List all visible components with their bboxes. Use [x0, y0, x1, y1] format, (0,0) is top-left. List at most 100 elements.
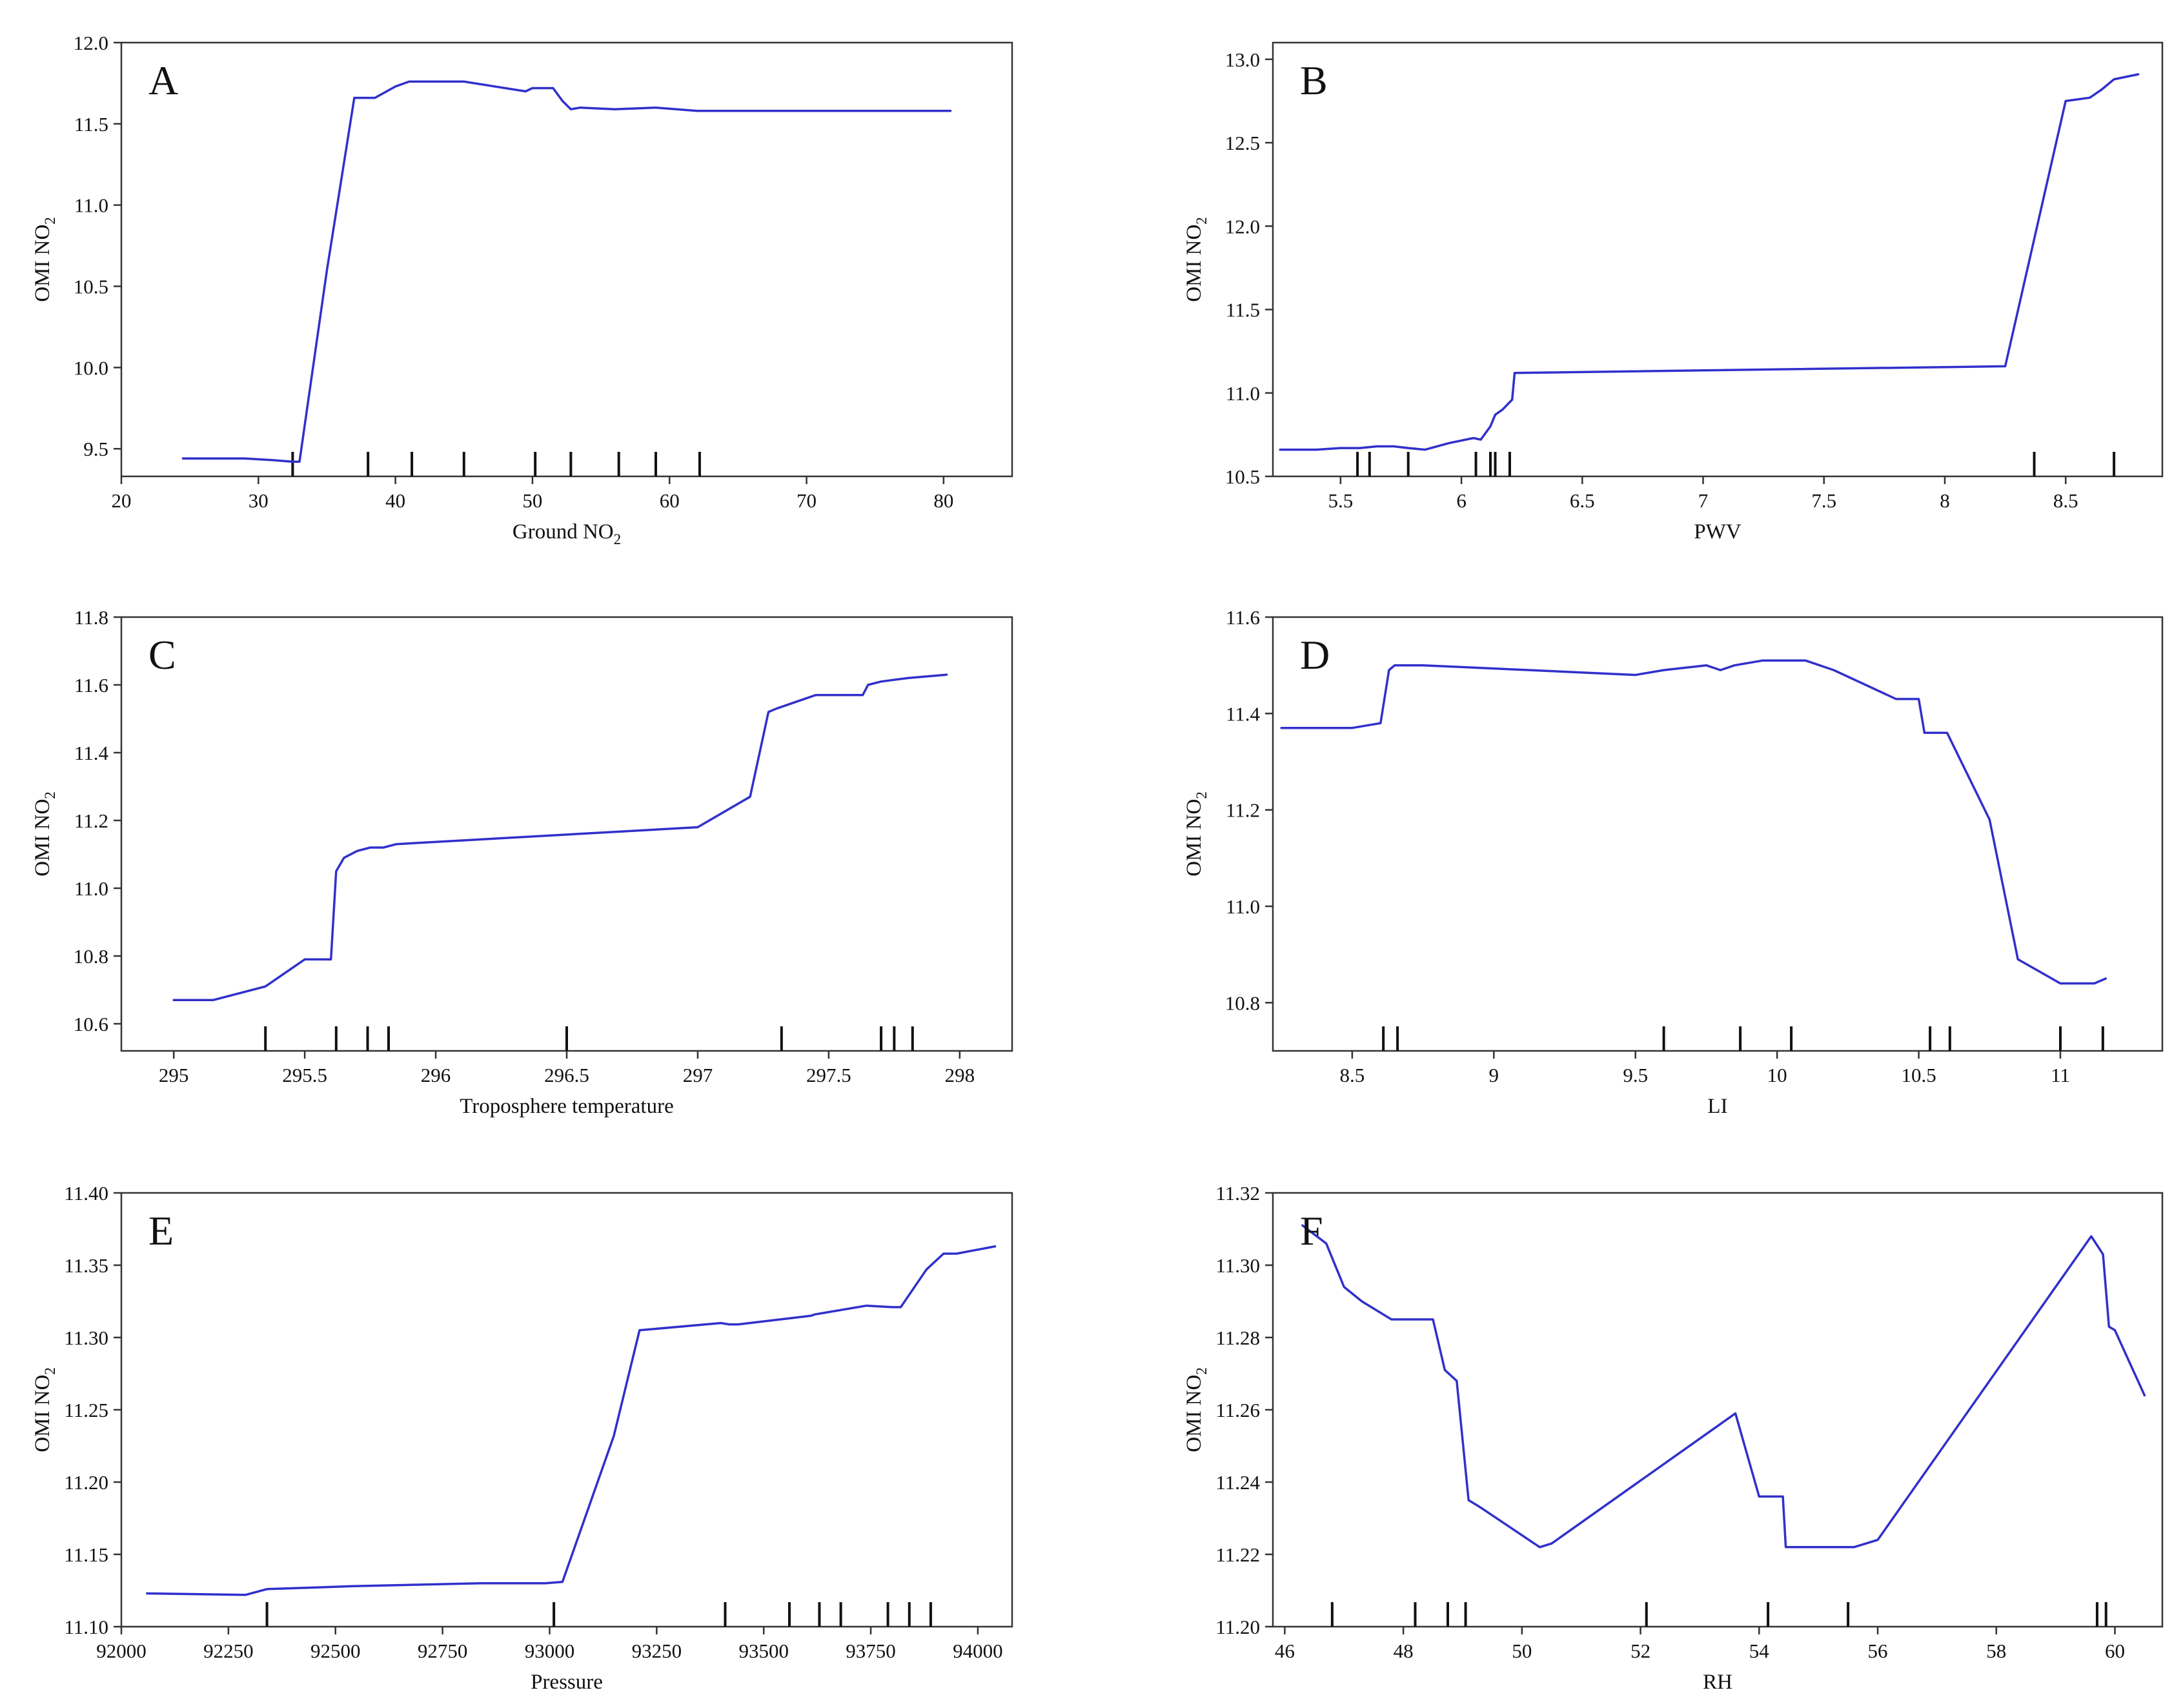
- x-tick-label: 7.5: [1811, 489, 1836, 512]
- y-tick-label: 11.8: [74, 606, 108, 629]
- y-tick-label: 12.0: [74, 32, 108, 54]
- x-tick-label: 8: [1940, 489, 1950, 512]
- x-tick-label: 60: [660, 489, 680, 512]
- y-tick-label: 10.8: [1225, 991, 1260, 1014]
- x-tick-label: 295.5: [282, 1064, 327, 1086]
- x-tick-label: 54: [1749, 1640, 1770, 1662]
- y-tick-label: 13.0: [1225, 48, 1260, 71]
- panel-b: 5.5 6 6.5 7 7.5 8 8.5 10.5 11.0 11.5 12.0 12.5 13.0 B…: [1183, 41, 2164, 544]
- x-tick-label: 6: [1456, 489, 1467, 512]
- y-tick-label: 11.2: [1226, 799, 1260, 822]
- x-tick-label: 20: [112, 489, 132, 512]
- x-tick-label: 30: [249, 489, 269, 512]
- series-line-d: [1280, 659, 2107, 985]
- x-tick-label: 9: [1489, 1064, 1499, 1086]
- x-axis-label: PWV: [1694, 520, 1741, 544]
- y-tick-label: 11.26: [1215, 1399, 1260, 1421]
- series-line-a: [181, 80, 952, 463]
- panel-letter: C: [148, 632, 176, 678]
- x-tick-label: 93000: [525, 1640, 575, 1662]
- y-tick-label: 11.25: [64, 1399, 108, 1421]
- y-tick-label: 11.22: [1215, 1543, 1260, 1566]
- y-tick-label: 11.32: [1215, 1182, 1260, 1205]
- panel-a: 20 30 40 50 60 70 80 9.5 10.0 10.5 11.0 11.5 12.0 A Gr…: [31, 32, 1013, 547]
- y-tick-label: 11.40: [64, 1182, 108, 1205]
- panel-letter: B: [1300, 57, 1328, 103]
- x-tick-label: 60: [2105, 1640, 2125, 1662]
- y-tick-label: 10.8: [74, 945, 108, 968]
- x-tick-label: 93500: [738, 1640, 789, 1662]
- x-tick-label: 296: [421, 1064, 451, 1086]
- panel-c: 295 295.5 296 296.5 297 297.5 298 10.6 10.8 11.0 1…: [31, 606, 1013, 1118]
- y-tick-label: 11.4: [74, 742, 109, 764]
- y-tick-label: 10.6: [74, 1013, 108, 1035]
- y-tick-label: 11.30: [64, 1327, 108, 1349]
- y-tick-label: 10.0: [74, 356, 108, 379]
- x-tick-label: 296.5: [544, 1064, 589, 1086]
- x-tick-label: 56: [1868, 1640, 1888, 1662]
- x-tick-label: 92000: [96, 1640, 147, 1662]
- x-tick-label: 50: [1512, 1640, 1532, 1662]
- plot-frame: [120, 41, 1013, 478]
- y-tick-label: 9.5: [83, 438, 108, 460]
- x-tick-label: 58: [1986, 1640, 2006, 1662]
- y-tick-label: 11.15: [64, 1543, 108, 1566]
- y-tick-label: 11.5: [74, 113, 108, 136]
- x-tick-label: 9.5: [1623, 1064, 1648, 1086]
- y-tick-label: 10.5: [1225, 465, 1260, 488]
- y-tick-label: 12.0: [1225, 215, 1260, 238]
- y-tick-label: 11.0: [1226, 382, 1260, 405]
- y-axis-label: OMI NO2: [1183, 791, 1210, 877]
- y-tick-label: 11.35: [64, 1254, 108, 1277]
- x-tick-label: 92750: [418, 1640, 468, 1662]
- x-tick-label: 6.5: [1570, 489, 1595, 512]
- panel-e: 92000 92250 92500 92750 93000 93250 93500 93750…: [31, 1182, 1013, 1694]
- y-tick-label: 11.5: [1226, 299, 1260, 321]
- x-axis-label: Ground NO2: [513, 520, 621, 547]
- plot-frame: [1272, 616, 2164, 1052]
- panel-f: 46 48 50 52 54 56 58 60 11.20 11.22 11.24 11.26 11.2…: [1183, 1182, 2164, 1694]
- panel-letter: F: [1300, 1208, 1323, 1254]
- y-tick-label: 11.0: [74, 194, 108, 217]
- x-tick-label: 93250: [632, 1640, 682, 1662]
- x-tick-label: 70: [797, 489, 817, 512]
- x-tick-label: 7: [1698, 489, 1709, 512]
- y-tick-label: 11.20: [64, 1471, 108, 1494]
- series-line-b: [1279, 73, 2140, 451]
- x-tick-label: 5.5: [1328, 489, 1353, 512]
- x-tick-label: 94000: [953, 1640, 1003, 1662]
- x-tick-label: 40: [385, 489, 405, 512]
- y-tick-label: 10.5: [74, 276, 108, 298]
- panel-letter: D: [1300, 632, 1330, 678]
- series-line-f: [1301, 1224, 2146, 1549]
- x-axis-label: Troposphere temperature: [460, 1095, 673, 1118]
- x-tick-label: 297: [683, 1064, 713, 1086]
- x-tick-label: 10: [1767, 1064, 1787, 1086]
- panel-letter: E: [148, 1208, 174, 1254]
- y-tick-label: 11.28: [1215, 1327, 1260, 1349]
- x-axis-label: Pressure: [531, 1671, 603, 1694]
- y-tick-label: 11.6: [74, 674, 108, 696]
- x-tick-label: 298: [945, 1064, 975, 1086]
- y-tick-label: 11.0: [74, 877, 108, 900]
- y-tick-label: 11.2: [74, 809, 108, 832]
- x-tick-label: 80: [933, 489, 953, 512]
- y-tick-label: 11.24: [1215, 1471, 1260, 1494]
- series-line-c: [172, 673, 948, 1002]
- y-tick-label: 11.20: [1215, 1616, 1260, 1638]
- x-tick-label: 92500: [310, 1640, 361, 1662]
- x-tick-label: 297.5: [806, 1064, 851, 1086]
- x-tick-label: 50: [522, 489, 542, 512]
- y-tick-label: 11.4: [1226, 702, 1261, 725]
- y-tick-label: 11.0: [1226, 895, 1260, 918]
- y-axis-label: OMI NO2: [1183, 1367, 1210, 1452]
- x-tick-label: 92250: [203, 1640, 254, 1662]
- x-tick-label: 48: [1394, 1640, 1414, 1662]
- y-tick-label: 12.5: [1225, 132, 1260, 154]
- panel-letter: A: [148, 57, 178, 103]
- x-tick-label: 46: [1275, 1640, 1295, 1662]
- y-tick-label: 11.30: [1215, 1254, 1260, 1277]
- series-line-e: [146, 1245, 997, 1596]
- y-axis-label: OMI NO2: [31, 1367, 58, 1452]
- plot-frame: [1272, 41, 2164, 478]
